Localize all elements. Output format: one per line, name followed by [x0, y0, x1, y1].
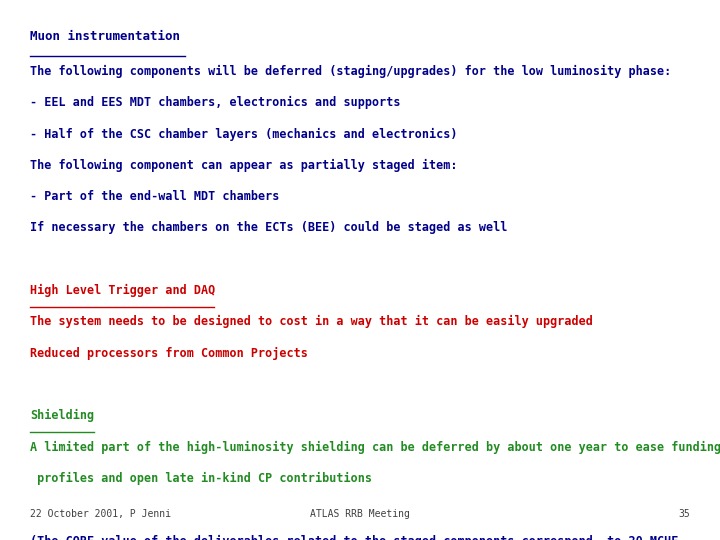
Text: High Level Trigger and DAQ: High Level Trigger and DAQ	[30, 284, 215, 297]
Text: The following components will be deferred (staging/upgrades) for the low luminos: The following components will be deferre…	[30, 65, 672, 78]
Text: A limited part of the high-luminosity shielding can be deferred by about one yea: A limited part of the high-luminosity sh…	[30, 441, 720, 454]
Text: - Part of the end-wall MDT chambers: - Part of the end-wall MDT chambers	[30, 190, 279, 203]
Text: - Half of the CSC chamber layers (mechanics and electronics): - Half of the CSC chamber layers (mechan…	[30, 127, 458, 140]
Text: 35: 35	[678, 509, 690, 519]
Text: profiles and open late in-kind CP contributions: profiles and open late in-kind CP contri…	[30, 472, 372, 485]
Text: Shielding: Shielding	[30, 409, 94, 422]
Text: The system needs to be designed to cost in a way that it can be easily upgraded: The system needs to be designed to cost …	[30, 315, 593, 328]
Text: (The CORE value of the deliverables related to the staged components correspond : (The CORE value of the deliverables rela…	[30, 535, 685, 540]
Text: - EEL and EES MDT chambers, electronics and supports: - EEL and EES MDT chambers, electronics …	[30, 96, 401, 109]
Text: ATLAS RRB Meeting: ATLAS RRB Meeting	[310, 509, 410, 519]
Text: Reduced processors from Common Projects: Reduced processors from Common Projects	[30, 347, 308, 360]
Text: If necessary the chambers on the ECTs (BEE) could be staged as well: If necessary the chambers on the ECTs (B…	[30, 221, 508, 234]
Text: The following component can appear as partially staged item:: The following component can appear as pa…	[30, 159, 458, 172]
Text: Muon instrumentation: Muon instrumentation	[30, 30, 180, 43]
Text: 22 October 2001, P Jenni: 22 October 2001, P Jenni	[30, 509, 171, 519]
